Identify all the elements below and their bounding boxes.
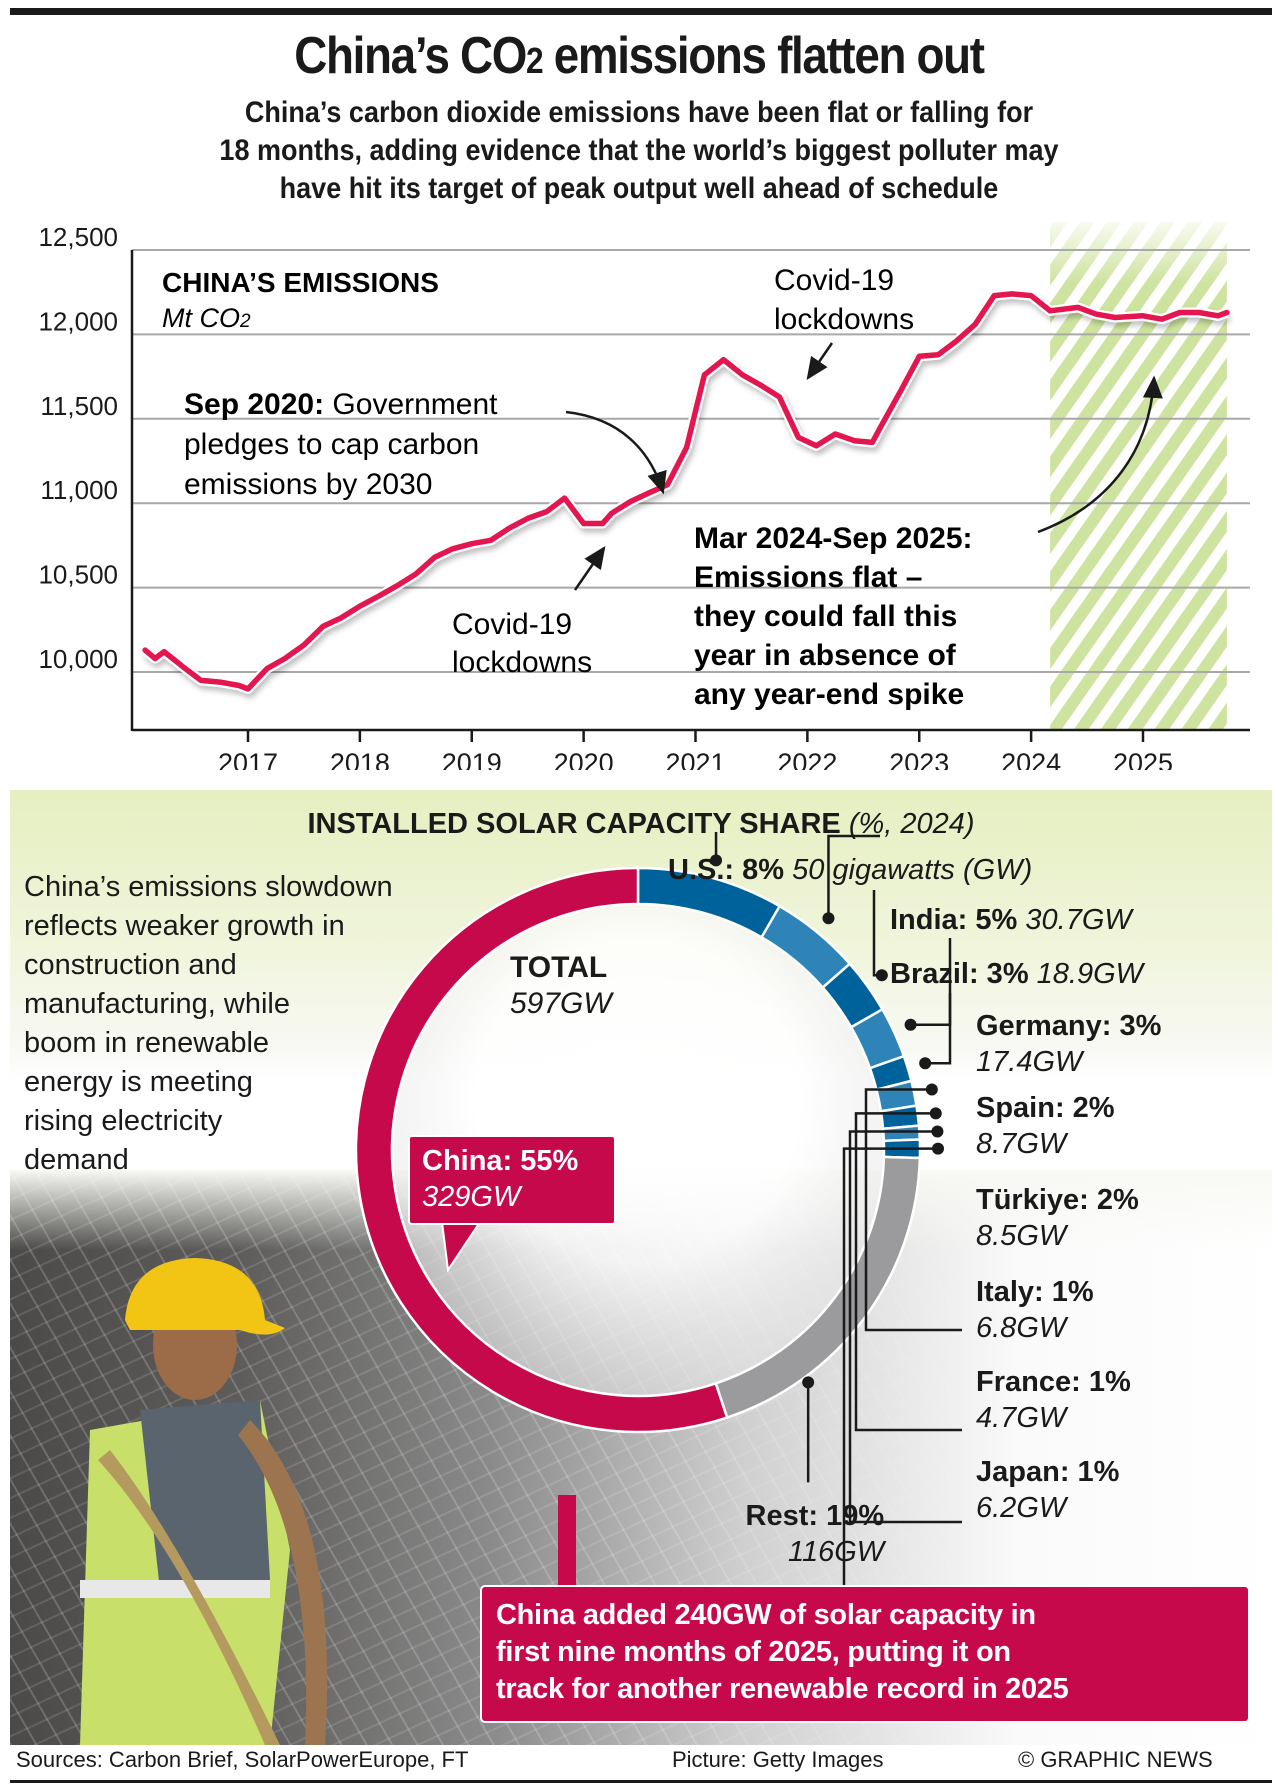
arrow-flat-period bbox=[1037, 375, 1163, 534]
annotation-covid-2022: Covid-19 bbox=[774, 264, 894, 297]
subtitle-line: have hit its target of peak output well … bbox=[279, 172, 999, 205]
y-tick-label: 12,000 bbox=[38, 306, 118, 336]
annotation-sep-2020-line2: pledges to cap carbon bbox=[184, 428, 479, 461]
page-title: China’s CO2 emissions flatten out bbox=[294, 27, 985, 85]
leader-dot bbox=[875, 969, 888, 982]
x-tick-label: 2022 bbox=[777, 748, 837, 770]
leader-dot bbox=[822, 912, 835, 925]
leader-dot bbox=[919, 1057, 932, 1070]
x-tick-label: 2018 bbox=[330, 748, 390, 770]
arrow-sep-2020 bbox=[565, 410, 667, 495]
arrow-covid-2022 bbox=[806, 342, 834, 381]
y-tick-label: 10,000 bbox=[38, 644, 118, 674]
annotation-flat-line: Mar 2024-Sep 2025: bbox=[694, 522, 973, 555]
annotation-flat-line: they could fall this bbox=[694, 600, 957, 633]
leader-line bbox=[827, 834, 880, 919]
leader-line bbox=[854, 1112, 962, 1432]
arrow-covid-2020 bbox=[573, 545, 606, 591]
slice-label-turkiye: Türkiye: 2% 8.5GW bbox=[976, 1184, 1139, 1252]
annotation-sep-2020: Sep 2020: Government bbox=[184, 388, 498, 421]
footer-sources: Sources: Carbon Brief, SolarPowerEurope,… bbox=[16, 1747, 469, 1772]
x-tick-label: 2021 bbox=[665, 748, 725, 770]
donut-slice-china bbox=[354, 866, 729, 1434]
solar-section: INSTALLED SOLAR CAPACITY SHARE (%, 2024)… bbox=[10, 790, 1272, 1745]
x-tick-label: 2025 bbox=[1113, 748, 1173, 770]
china-slice-label: China: 55% 329GW bbox=[408, 1135, 616, 1225]
annotation-flat-line: Emissions flat – bbox=[694, 561, 922, 594]
chart-unit: Mt CO2 bbox=[162, 303, 251, 333]
subtitle-line: 18 months, adding evidence that the worl… bbox=[219, 134, 1059, 167]
leader-dot bbox=[925, 1083, 938, 1096]
leader-line bbox=[925, 993, 952, 1065]
slice-label-us: U.S.: 8% 50 gigawatts (GW) bbox=[668, 854, 1033, 886]
footer-picture-credit: Picture: Getty Images bbox=[672, 1747, 884, 1772]
leader-dot bbox=[929, 1107, 942, 1120]
annotation-covid-2020-line2: lockdowns bbox=[452, 646, 592, 679]
slice-label-rest: Rest: 19% 116GW bbox=[745, 1500, 885, 1568]
leader-dot-rest bbox=[802, 1376, 815, 1389]
subtitle: China’s carbon dioxide emissions have be… bbox=[118, 94, 1160, 208]
y-tick-label: 10,500 bbox=[38, 560, 118, 590]
leader-line bbox=[872, 890, 882, 977]
y-tick-label: 11,000 bbox=[40, 475, 118, 505]
x-tick-label: 2023 bbox=[889, 748, 949, 770]
chart-title: CHINA’S EMISSIONS bbox=[162, 267, 439, 298]
donut-total: TOTAL 597GW bbox=[510, 951, 612, 1020]
slice-label-spain: Spain: 2% 8.7GW bbox=[976, 1092, 1115, 1160]
subtitle-line: China’s carbon dioxide emissions have be… bbox=[244, 96, 1034, 129]
leader-dot bbox=[931, 1142, 944, 1155]
y-tick-label: 12,500 bbox=[38, 222, 118, 252]
annotation-flat-period: Mar 2024-Sep 2025: Emissions flat – they… bbox=[694, 522, 973, 711]
solar-title: INSTALLED SOLAR CAPACITY SHARE (%, 2024) bbox=[307, 808, 975, 840]
leader-line bbox=[864, 1088, 962, 1332]
leader-line bbox=[848, 1130, 962, 1524]
annotation-sep-2020-line3: emissions by 2030 bbox=[184, 468, 432, 501]
leader-dot bbox=[710, 854, 723, 867]
bottom-rule bbox=[10, 1780, 1272, 1783]
top-rule bbox=[10, 8, 1272, 15]
slice-label-italy: Italy: 1% 6.8GW bbox=[976, 1276, 1094, 1344]
annotation-flat-line: any year-end spike bbox=[694, 678, 964, 711]
footer-copyright: © GRAPHIC NEWS bbox=[1018, 1747, 1213, 1772]
highlight-fade bbox=[1050, 222, 1227, 730]
solar-donut-chart bbox=[354, 832, 962, 1604]
china-solar-callout: China added 240GW of solar capacity in f… bbox=[480, 1585, 1250, 1723]
x-tick-label: 2017 bbox=[218, 748, 278, 770]
solar-description: China’s emissions slowdown reflects weak… bbox=[24, 871, 393, 1176]
emissions-chart: 10,000 10,500 11,000 11,500 12,000 12,500 201… bbox=[38, 222, 1250, 770]
annotation-covid-2020: Covid-19 bbox=[452, 608, 572, 641]
x-tick-label: 2024 bbox=[1001, 748, 1061, 770]
leader-dot bbox=[904, 1018, 917, 1031]
slice-label-india: India: 5% 30.7GW bbox=[890, 904, 1132, 936]
leader-dot bbox=[931, 1125, 944, 1138]
y-tick-label: 11,500 bbox=[40, 391, 118, 421]
x-tick-label: 2019 bbox=[442, 748, 502, 770]
slice-label-germany: Germany: 3% 17.4GW bbox=[976, 1010, 1162, 1078]
annotation-flat-line: year in absence of bbox=[694, 639, 957, 672]
slice-label-france: France: 1% 4.7GW bbox=[976, 1366, 1131, 1434]
annotation-covid-2022-line2: lockdowns bbox=[774, 303, 914, 336]
x-tick-label: 2020 bbox=[554, 748, 614, 770]
worker-photo bbox=[80, 1258, 328, 1745]
slice-label-brazil: Brazil: 3% 18.9GW bbox=[890, 958, 1144, 990]
slice-label-japan: Japan: 1% 6.2GW bbox=[976, 1456, 1120, 1524]
